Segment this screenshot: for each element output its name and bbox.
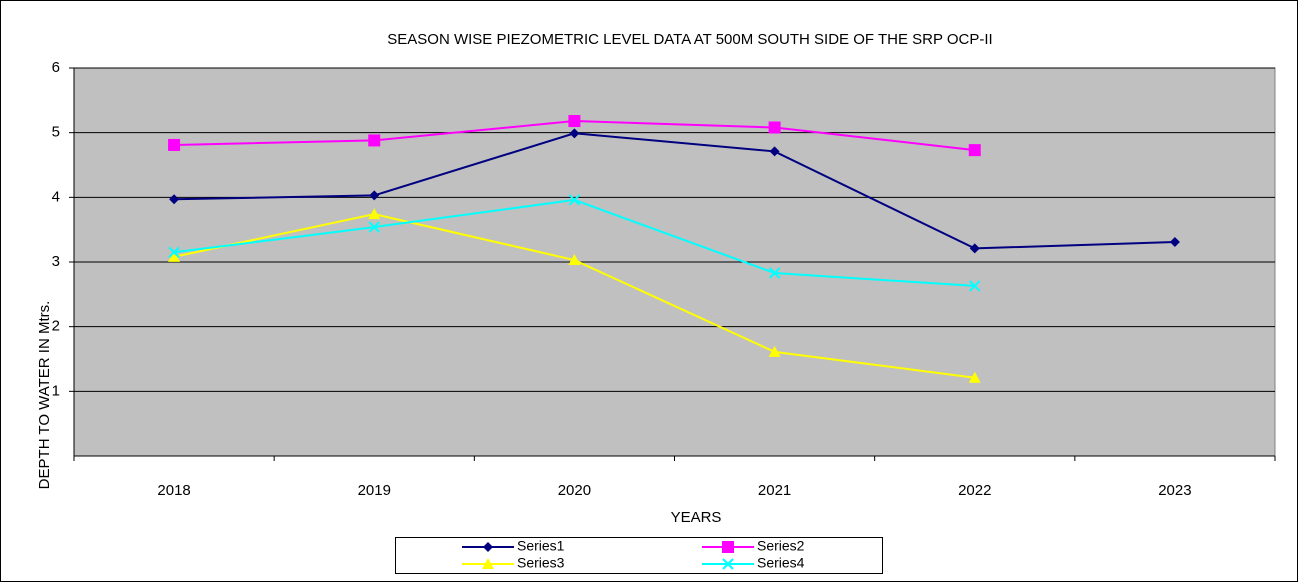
- y-tick-label: 3: [52, 253, 60, 270]
- x-tick-label: 2019: [358, 482, 391, 499]
- data-point: [968, 371, 981, 383]
- data-point: [969, 280, 981, 292]
- data-point: [169, 194, 180, 205]
- x-axis-label: YEARS: [671, 509, 722, 526]
- x-tick-label: 2022: [958, 482, 991, 499]
- x-tick-label: 2021: [758, 482, 791, 499]
- y-axis-label: DEPTH TO WATER IN Mtrs.: [36, 301, 53, 490]
- data-point: [568, 254, 581, 266]
- data-point: [568, 115, 581, 128]
- legend-marker: [722, 558, 734, 570]
- x-tick-label: 2020: [558, 482, 591, 499]
- data-point: [768, 267, 781, 279]
- legend-label: Series1: [517, 538, 565, 554]
- data-point: [369, 190, 380, 201]
- legend-marker: [482, 558, 494, 569]
- chart-title: SEASON WISE PIEZOMETRIC LEVEL DATA AT 50…: [387, 31, 992, 48]
- data-point: [168, 246, 180, 259]
- data-point: [768, 121, 781, 134]
- legend-marker: [483, 542, 493, 552]
- data-point: [969, 243, 980, 254]
- y-tick-label: 1: [52, 382, 60, 399]
- legend-label: Series3: [517, 555, 565, 571]
- y-tick-label: 4: [52, 188, 60, 205]
- legend-label: Series4: [757, 555, 805, 571]
- y-tick-label: 6: [52, 59, 60, 76]
- legend-label: Series2: [757, 538, 805, 554]
- data-point: [168, 138, 181, 151]
- legend: [395, 537, 883, 574]
- data-point: [368, 134, 381, 147]
- series-line: [174, 132, 1175, 250]
- data-point: [368, 221, 380, 233]
- data-point: [168, 250, 181, 262]
- data-point: [968, 144, 981, 157]
- legend-marker: [722, 541, 734, 553]
- data-point: [769, 146, 780, 157]
- y-tick-label: 2: [52, 318, 60, 335]
- data-point: [1169, 236, 1180, 247]
- data-point: [368, 208, 381, 220]
- x-tick-label: 2018: [157, 482, 190, 499]
- data-point: [768, 345, 781, 357]
- y-tick-label: 5: [52, 124, 60, 141]
- x-tick-label: 2023: [1158, 482, 1191, 499]
- data-point: [568, 194, 581, 206]
- data-point: [569, 128, 580, 139]
